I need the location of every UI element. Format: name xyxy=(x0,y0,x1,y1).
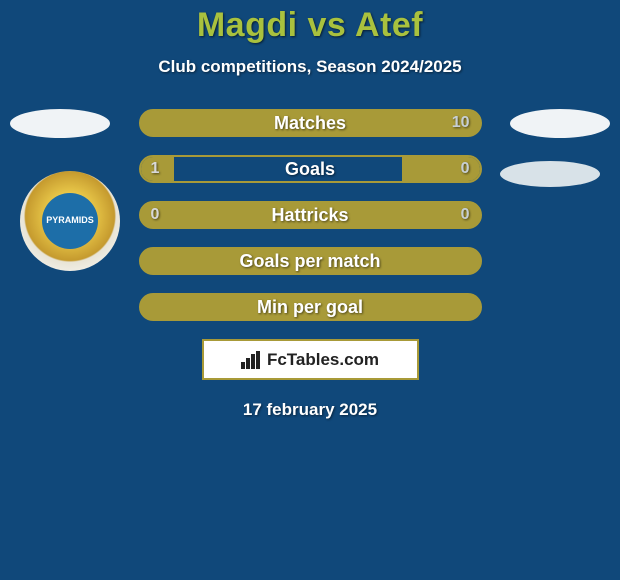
stat-row: 10 Matches xyxy=(139,109,482,137)
brand-label: FcTables.com xyxy=(267,350,379,370)
right-secondary-oval xyxy=(500,161,600,187)
comparison-infographic: Magdi vs Atef Club competitions, Season … xyxy=(0,0,620,580)
stats-area: PYRAMIDS 10Matches10Goals00HattricksGoal… xyxy=(0,109,620,420)
stat-label: Goals xyxy=(285,159,335,180)
subtitle: Club competitions, Season 2024/2025 xyxy=(0,57,620,77)
team-logo-label: PYRAMIDS xyxy=(42,193,98,249)
stat-value-left: 0 xyxy=(151,206,160,224)
brand-box[interactable]: FcTables.com xyxy=(202,339,419,380)
stat-label: Min per goal xyxy=(257,297,363,318)
stat-row: 0 0 Hattricks xyxy=(139,201,482,229)
stat-label: Matches xyxy=(274,113,346,134)
left-team-logo: PYRAMIDS xyxy=(20,171,120,271)
stat-value-right: 0 xyxy=(461,160,470,178)
stat-row: Goals per match xyxy=(139,247,482,275)
date-label: 17 february 2025 xyxy=(0,400,620,420)
stat-label: Goals per match xyxy=(239,251,380,272)
stat-rows: 10Matches10Goals00HattricksGoals per mat… xyxy=(139,109,482,321)
stat-value-right: 0 xyxy=(461,206,470,224)
stat-value-left: 1 xyxy=(151,160,160,178)
right-player-oval xyxy=(510,109,610,138)
page-title: Magdi vs Atef xyxy=(0,6,620,45)
chart-icon xyxy=(241,351,263,369)
left-player-oval xyxy=(10,109,110,138)
stat-row: 1 0 Goals xyxy=(139,155,482,183)
stat-label: Hattricks xyxy=(271,205,348,226)
stat-value-right: 10 xyxy=(452,114,470,132)
stat-row: Min per goal xyxy=(139,293,482,321)
